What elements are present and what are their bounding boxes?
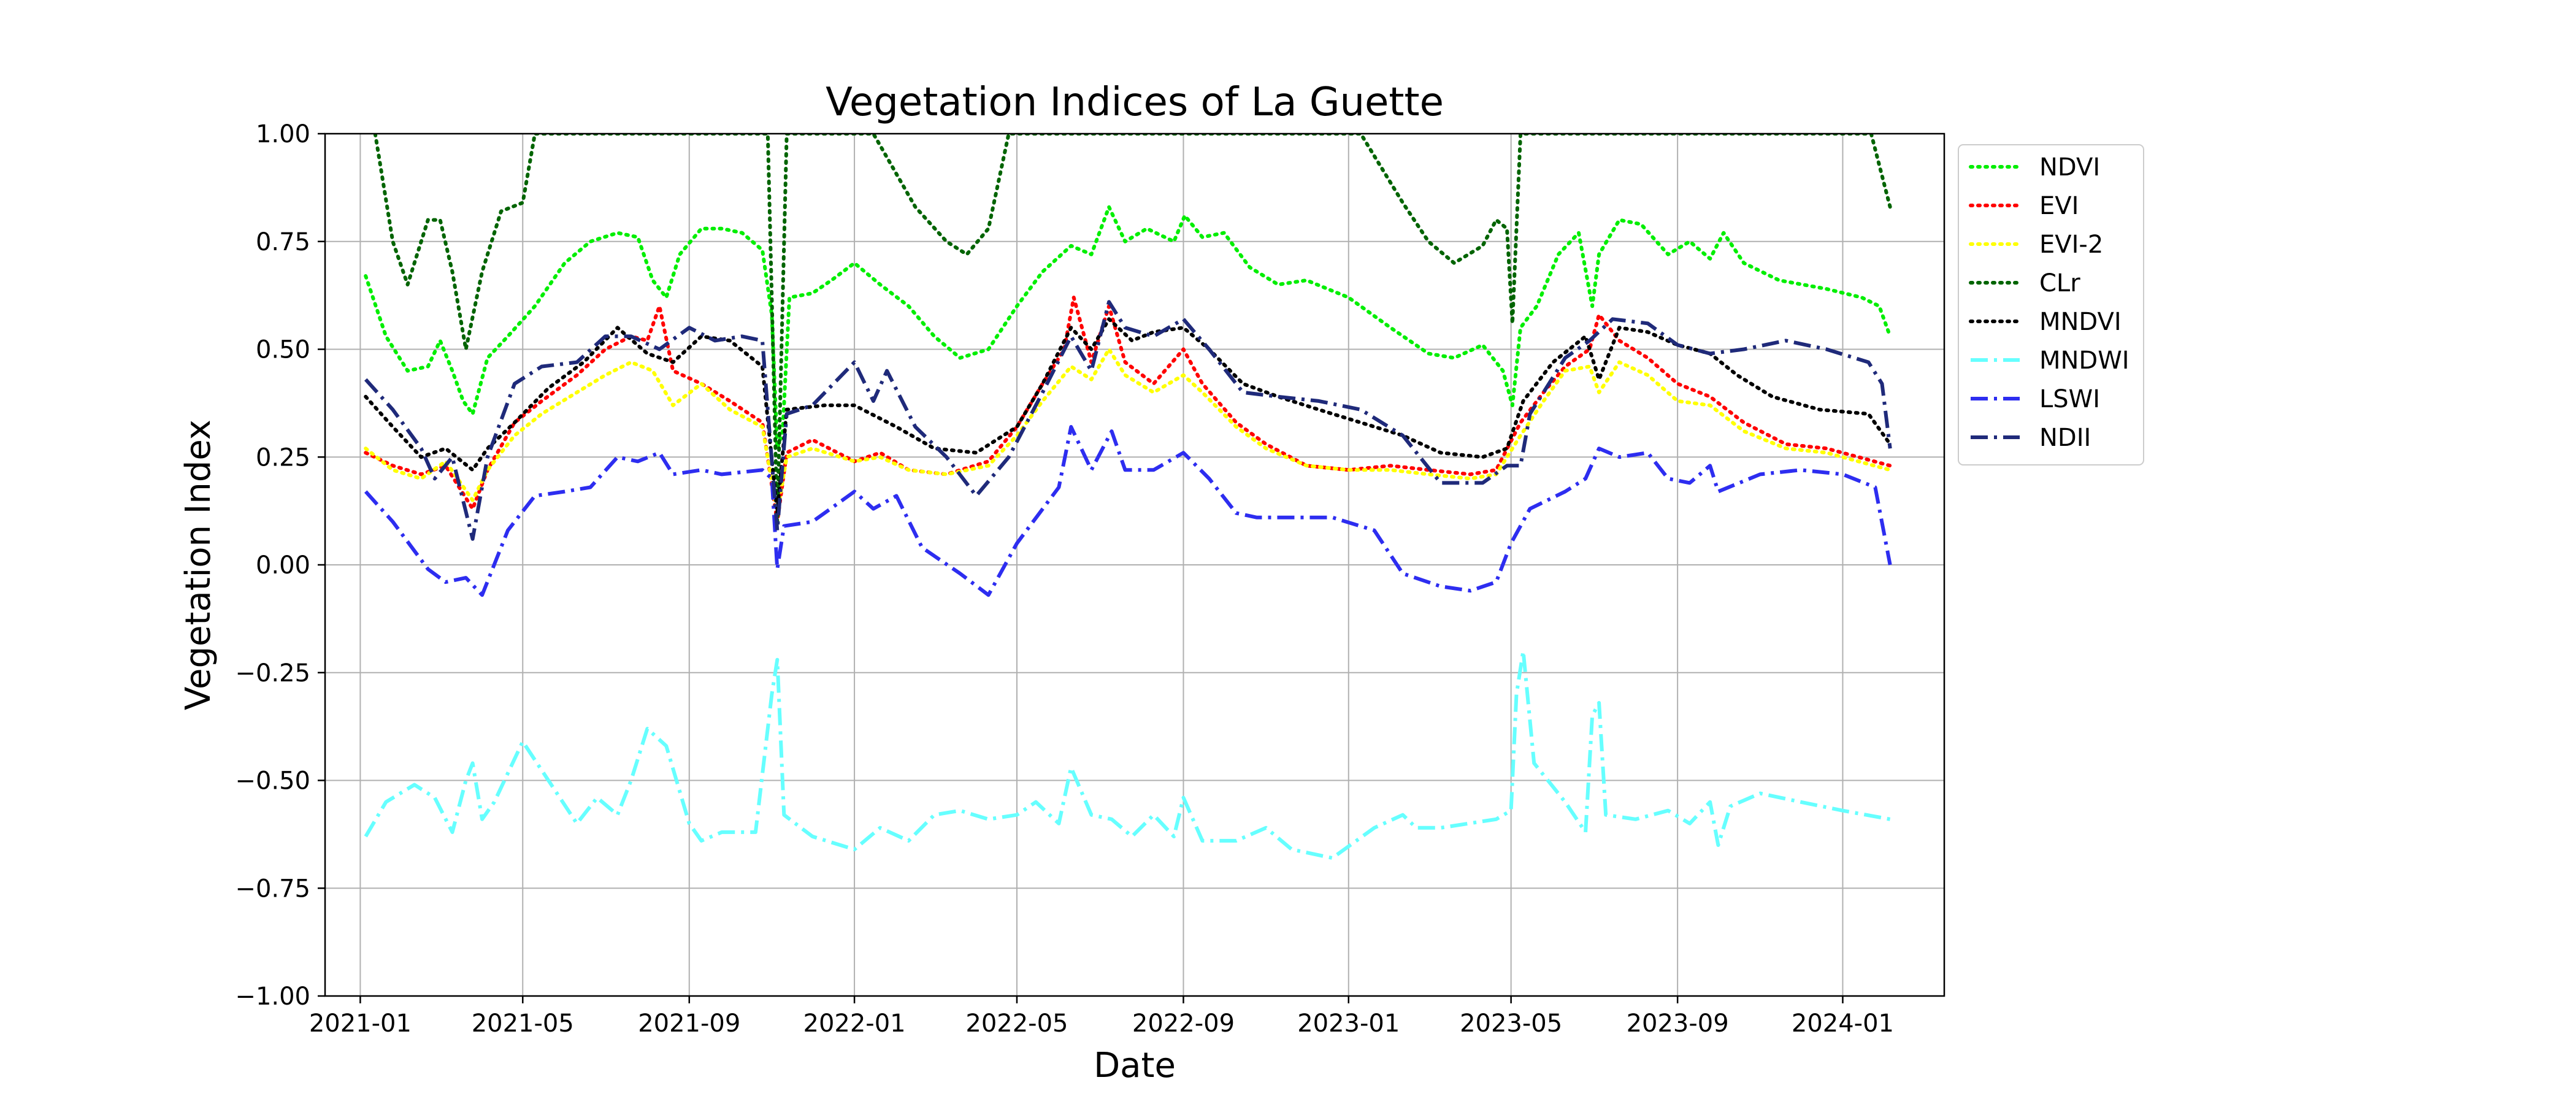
legend-label-clr: CLr (2039, 269, 2080, 297)
y-tick-label: 0.00 (256, 551, 310, 580)
x-axis-label: Date (1094, 1046, 1176, 1086)
y-tick-label: 0.50 (256, 336, 310, 364)
legend: NDVI EVI EVI-2 CLr MNDVI MNDWI LSWI NDII (1958, 144, 2144, 465)
y-tick-label: 0.25 (256, 443, 310, 472)
legend-label-ndvi: NDVI (2039, 153, 2100, 182)
series-line-evi (364, 296, 1892, 524)
x-tick-label: 2022-05 (965, 1009, 1068, 1038)
chart-title: Vegetation Indices of La Guette (826, 80, 1444, 125)
y-tick-label: 0.75 (256, 228, 310, 256)
x-tick-label: 2021-01 (309, 1009, 412, 1038)
series-line-ndii (364, 300, 1892, 541)
x-tick-label: 2024-01 (1792, 1009, 1894, 1038)
legend-label-evi: EVI (2039, 192, 2079, 220)
x-tick-label: 2022-01 (803, 1009, 906, 1038)
x-tick-label: 2023-05 (1460, 1009, 1562, 1038)
legend-label-lswi: LSWI (2039, 385, 2100, 413)
x-tick-label: 2021-09 (638, 1009, 740, 1038)
legend-label-evi-2: EVI-2 (2039, 231, 2103, 259)
legend-label-ndii: NDII (2039, 424, 2091, 452)
series-line-clr (373, 134, 1892, 524)
y-tick-label: −1.00 (235, 983, 310, 1011)
x-tick-label: 2022-09 (1132, 1009, 1235, 1038)
y-tick-label: −0.50 (235, 767, 310, 795)
x-tick-label: 2023-09 (1627, 1009, 1729, 1038)
legend-frame (1958, 144, 2144, 465)
grid-lines (325, 133, 1944, 997)
y-tick-label: −0.75 (235, 875, 310, 903)
series-line-evi-2 (364, 347, 1892, 515)
series-line-ndvi (364, 205, 1892, 451)
axis-ticks: 2021-01 2021-05 2021-09 2022-01 2022-05 2022-… (235, 120, 1894, 1038)
x-tick-label: 2023-01 (1297, 1009, 1400, 1038)
series-lines (364, 134, 1892, 860)
series-line-mndwi (364, 649, 1891, 860)
legend-label-mndvi: MNDVI (2039, 308, 2122, 336)
legend-label-mndwi: MNDWI (2039, 347, 2129, 375)
series-line-mndvi (364, 317, 1892, 515)
series-line-lswi (364, 425, 1892, 597)
y-tick-label: −0.25 (235, 659, 310, 688)
y-axis-label: Vegetation Index (178, 419, 218, 710)
x-tick-label: 2021-05 (472, 1009, 574, 1038)
y-tick-label: 1.00 (256, 120, 310, 148)
